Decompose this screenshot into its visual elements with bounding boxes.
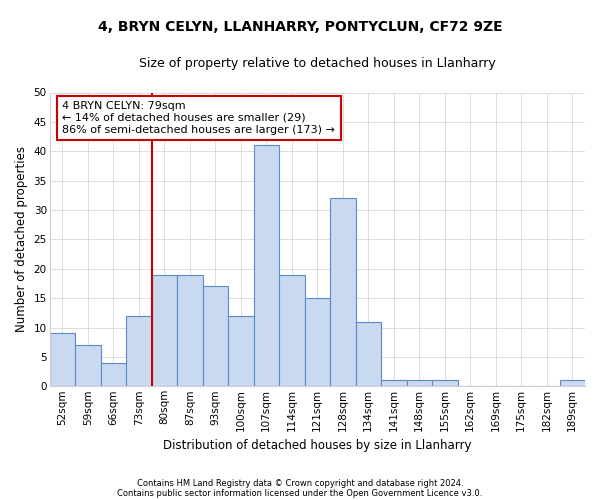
Text: Contains public sector information licensed under the Open Government Licence v3: Contains public sector information licen… (118, 488, 482, 498)
Bar (254, 146, 279, 386)
Bar (432, 380, 458, 386)
Bar (305, 298, 330, 386)
Bar (152, 274, 177, 386)
Text: 4 BRYN CELYN: 79sqm
← 14% of detached houses are smaller (29)
86% of semi-detach: 4 BRYN CELYN: 79sqm ← 14% of detached ho… (62, 102, 335, 134)
Bar (203, 286, 228, 386)
Bar (228, 316, 254, 386)
X-axis label: Distribution of detached houses by size in Llanharry: Distribution of detached houses by size … (163, 440, 472, 452)
Bar (560, 380, 585, 386)
Bar (177, 274, 203, 386)
Text: Contains HM Land Registry data © Crown copyright and database right 2024.: Contains HM Land Registry data © Crown c… (137, 478, 463, 488)
Bar (126, 316, 152, 386)
Bar (75, 345, 101, 387)
Bar (381, 380, 407, 386)
Text: 4, BRYN CELYN, LLANHARRY, PONTYCLUN, CF72 9ZE: 4, BRYN CELYN, LLANHARRY, PONTYCLUN, CF7… (98, 20, 502, 34)
Bar (407, 380, 432, 386)
Y-axis label: Number of detached properties: Number of detached properties (15, 146, 28, 332)
Bar (101, 363, 126, 386)
Bar (279, 274, 305, 386)
Bar (356, 322, 381, 386)
Title: Size of property relative to detached houses in Llanharry: Size of property relative to detached ho… (139, 58, 496, 70)
Bar (50, 334, 75, 386)
Bar (330, 198, 356, 386)
